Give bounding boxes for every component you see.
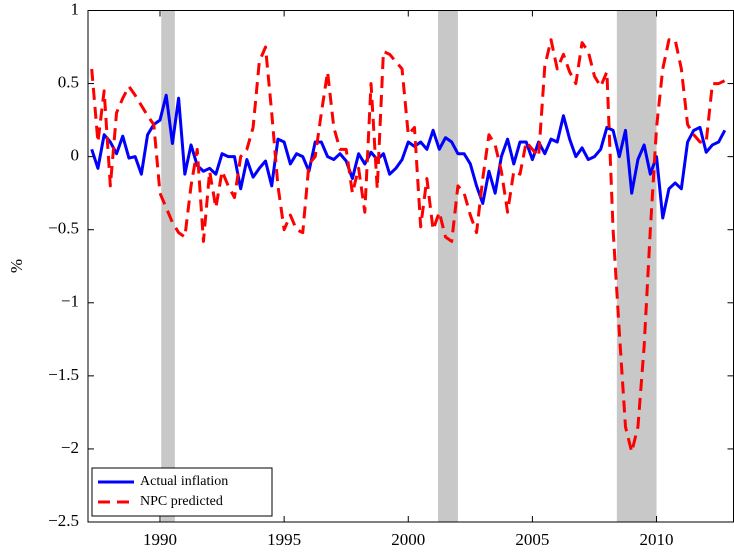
x-tick-label: 1995	[267, 530, 301, 549]
x-tick-label: 2010	[640, 530, 674, 549]
series-line	[90, 38, 726, 454]
y-tick-label: −1.5	[48, 365, 79, 384]
y-axis-label: %	[7, 259, 26, 273]
shaded-period	[616, 10, 657, 522]
shaded-period	[438, 10, 458, 522]
y-tick-label: 0.5	[58, 72, 79, 91]
legend-label: Actual inflation	[140, 474, 228, 489]
shaded-period	[161, 10, 175, 522]
y-tick-label: −1	[61, 292, 79, 311]
y-tick-label: −2.5	[48, 511, 79, 530]
legend-label: NPC predicted	[140, 494, 223, 509]
y-tick-label: 0	[71, 146, 80, 165]
x-tick-label: 2000	[391, 530, 425, 549]
x-tick-label: 2005	[515, 530, 549, 549]
legend-box	[91, 467, 273, 517]
y-tick-label: 1	[71, 0, 80, 18]
y-tick-label: −0.5	[48, 219, 79, 238]
y-tick-label: −2	[61, 438, 79, 457]
x-tick-label: 1990	[143, 530, 177, 549]
